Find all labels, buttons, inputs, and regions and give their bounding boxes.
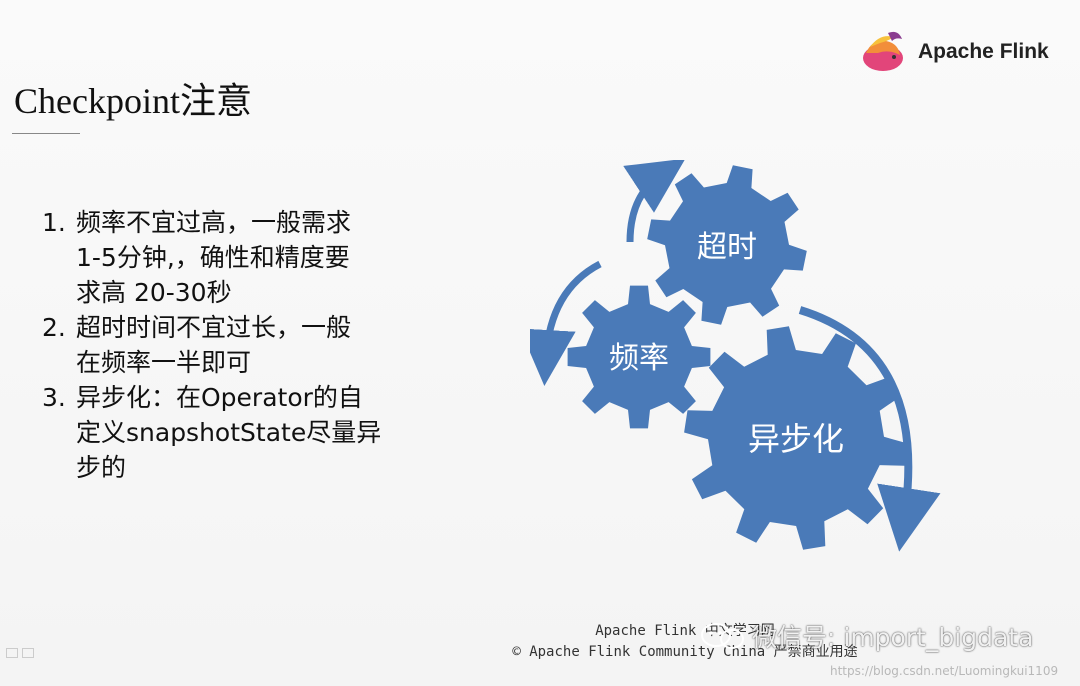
list-item-number: 2.	[42, 313, 66, 342]
footer-line-2: © Apache Flink Community China 严禁商业用途	[512, 644, 858, 660]
cycle-arrow-left	[530, 260, 602, 386]
list-item-text: 频率不宜过高，一般需求 1-5分钟,，确性和精度要 求高 20-30秒	[76, 208, 352, 307]
apache-flink-logo: Apache Flink	[858, 24, 1073, 80]
gear-shape	[567, 285, 711, 429]
wechat-watermark: 微信号: import_bigdata	[700, 618, 1033, 654]
watermark-url: https://blog.csdn.net/Luomingkui1109	[830, 664, 1059, 678]
gears-diagram: 超时 频率 异步化	[530, 160, 941, 552]
list-item-text: 超时时间不宜过长，一般 在频率一半即可	[76, 313, 352, 377]
watermark-text: 微信号: import_bigdata	[752, 623, 1034, 652]
gear-frequency	[567, 285, 711, 429]
gear-label-async: 异步化	[748, 420, 844, 458]
corner-icon	[6, 648, 18, 658]
gear-shape	[684, 326, 908, 550]
cycle-arrow-top	[623, 160, 686, 243]
list-item-number: 3.	[42, 383, 66, 412]
title-underline	[12, 133, 80, 134]
flink-squirrel-icon	[863, 31, 903, 71]
gear-label-frequency: 频率	[609, 341, 669, 376]
list-item-number: 1.	[42, 208, 66, 237]
list-item: 2. 超时时间不宜过长，一般 在频率一半即可	[42, 310, 422, 380]
slide-corner-controls	[6, 648, 34, 658]
gear-async	[684, 326, 908, 550]
logo-text: Apache Flink	[918, 40, 1049, 63]
gear-label-timeout: 超时	[697, 230, 757, 265]
bullet-list: 1. 频率不宜过高，一般需求 1-5分钟,，确性和精度要 求高 20-30秒 2…	[42, 205, 422, 485]
slide-title: Checkpoint注意	[14, 81, 252, 121]
list-item: 3. 异步化：在Operator的自 定义snapshotState尽量异 步的	[42, 380, 422, 485]
list-item-text: 异步化：在Operator的自 定义snapshotState尽量异 步的	[76, 383, 382, 482]
gear-shape	[647, 165, 807, 325]
corner-icon	[22, 648, 34, 658]
wechat-icon	[701, 623, 744, 649]
gear-timeout	[647, 165, 807, 325]
list-item: 1. 频率不宜过高，一般需求 1-5分钟,，确性和精度要 求高 20-30秒	[42, 205, 422, 310]
